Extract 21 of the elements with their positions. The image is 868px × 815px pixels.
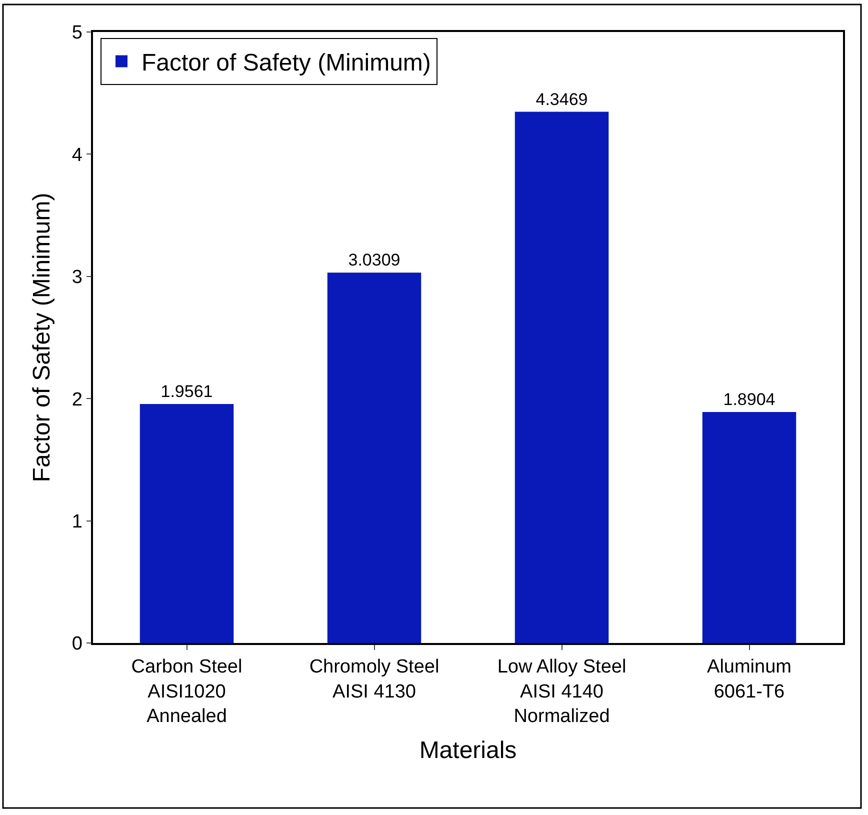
bar — [514, 112, 609, 643]
y-tick-label: 0 — [72, 634, 82, 655]
data-label: 1.9561 — [160, 382, 213, 401]
bar — [702, 412, 796, 643]
y-tick-label: 2 — [72, 389, 82, 410]
y-tick-label: 3 — [72, 267, 82, 288]
x-axis-title: Materials — [419, 736, 517, 764]
data-label: 3.0309 — [348, 250, 400, 270]
x-tick-label: Aluminum 6061-T6 — [707, 656, 792, 702]
x-tick-label: Carbon Steel AISI1020 Annealed — [131, 656, 242, 727]
y-tick-label: 4 — [72, 144, 83, 166]
data-label: 4.3469 — [536, 90, 588, 109]
y-tick-label: 5 — [72, 22, 82, 44]
bar — [327, 272, 422, 643]
bar — [140, 404, 234, 643]
x-tick-label: Low Alloy Steel AISI 4140 Normalized — [497, 656, 626, 727]
legend-label: Factor of Safety (Minimum) — [142, 50, 431, 77]
x-tick-label: Chromoly Steel AISI 4130 — [309, 656, 440, 702]
data-label: 1.8904 — [723, 390, 776, 409]
y-axis-title: Factor of Safety (Minimum) — [28, 192, 56, 482]
y-tick-label: 1 — [72, 511, 82, 532]
